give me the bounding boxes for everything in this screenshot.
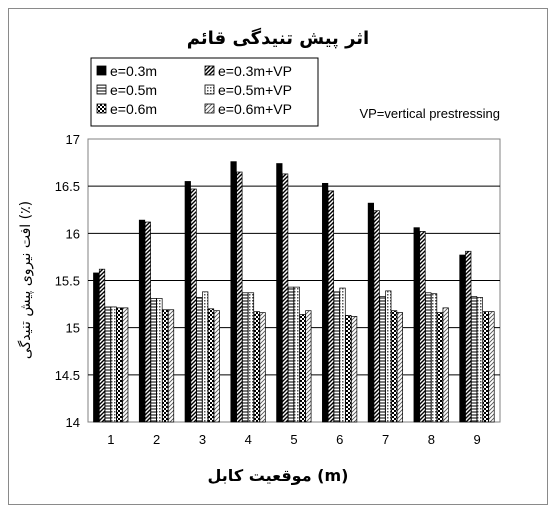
y-axis-ticks: 14 14.5 15 15.5 16 16.5 17 — [55, 132, 80, 430]
legend-label: e=0.5m+VP — [218, 82, 292, 98]
bar-e=0.6m-5 — [299, 314, 306, 423]
bar-e=0.5m+VP-3 — [202, 291, 209, 423]
bar-e=0.5m-5 — [287, 286, 295, 423]
bar-e=0.5m-3 — [196, 297, 203, 423]
bar-e=0.5m+VP-8 — [430, 293, 438, 423]
y-tick-label: 15 — [66, 321, 80, 336]
bar-e=0.3m-8 — [413, 227, 420, 423]
bar-e=0.5m+VP-5 — [293, 286, 300, 423]
legend-label: e=0.6m — [110, 101, 157, 117]
bar-e=0.6m-6 — [345, 315, 352, 423]
bar-e=0.6m+VP-2 — [167, 309, 175, 423]
bar-e=0.6m+VP-9 — [488, 311, 495, 423]
bar-e=0.5m-1 — [104, 306, 111, 423]
bar-e=0.3m+VP-2 — [144, 221, 151, 423]
bar-e=0.6m-9 — [482, 311, 489, 423]
bar-e=0.6m-4 — [253, 311, 260, 423]
bar-e=0.6m+VP-7 — [396, 312, 404, 423]
x-tick-label: 2 — [153, 432, 160, 447]
bar-e=0.3m+VP-4 — [236, 171, 243, 423]
x-tick-label: 3 — [199, 432, 206, 447]
x-tick-label: 5 — [290, 432, 297, 447]
y-tick-label: 14 — [66, 415, 80, 430]
y-tick-label: 16 — [66, 226, 80, 241]
legend-label: e=0.5m — [110, 82, 157, 98]
bar-e=0.3m-5 — [276, 163, 283, 423]
x-tick-label: 1 — [107, 432, 114, 447]
bar-e=0.5m+VP-1 — [110, 306, 117, 423]
x-axis-label: موقعیت کابل (m) — [208, 466, 349, 485]
bar-e=0.6m-3 — [207, 308, 215, 423]
legend-swatch — [96, 84, 107, 95]
bar-e=0.3m+VP-6 — [327, 190, 335, 423]
bars — [93, 161, 495, 423]
bar-e=0.6m-1 — [116, 307, 123, 423]
bar-e=0.5m+VP-7 — [385, 290, 392, 423]
bar-e=0.5m+VP-9 — [476, 297, 483, 423]
bar-e=0.3m+VP-5 — [282, 173, 289, 423]
y-tick-label: 15.5 — [55, 274, 80, 289]
bar-e=0.3m-2 — [138, 219, 146, 423]
bar-e=0.5m+VP-4 — [247, 292, 255, 423]
legend-swatch — [204, 103, 215, 114]
y-tick-label: 14.5 — [55, 368, 80, 383]
bar-e=0.5m-8 — [425, 292, 432, 423]
bar-e=0.3m-1 — [93, 272, 100, 423]
bar-e=0.6m-7 — [391, 310, 398, 423]
legend-box — [90, 57, 319, 127]
bar-e=0.3m-9 — [459, 254, 466, 423]
bar-e=0.3m-6 — [322, 182, 329, 423]
y-tick-label: 16.5 — [55, 179, 80, 194]
bar-e=0.3m+VP-7 — [373, 210, 380, 423]
x-tick-label: 8 — [428, 432, 435, 447]
bar-e=0.6m-8 — [436, 312, 443, 423]
bar-e=0.3m-3 — [184, 181, 191, 423]
bar-e=0.5m-4 — [242, 292, 249, 423]
x-tick-label: 9 — [473, 432, 480, 447]
bar-e=0.3m-4 — [230, 161, 237, 423]
x-tick-label: 7 — [382, 432, 389, 447]
bar-e=0.6m+VP-3 — [213, 310, 220, 423]
bar-e=0.6m-2 — [162, 309, 169, 423]
bar-e=0.3m+VP-8 — [419, 231, 426, 423]
bar-e=0.6m+VP-1 — [122, 307, 129, 423]
bar-e=0.5m-6 — [333, 291, 340, 423]
x-tick-label: 4 — [245, 432, 252, 447]
bar-e=0.6m+VP-8 — [442, 307, 449, 423]
legend: e=0.3m e=0.3m+VP e=0.5m e=0.5m+VP e=0.6m e=0.… — [90, 57, 319, 127]
x-tick-label: 6 — [336, 432, 343, 447]
y-tick-label: 17 — [66, 132, 80, 147]
bar-e=0.5m-9 — [470, 296, 478, 423]
bar-e=0.6m+VP-5 — [305, 310, 312, 423]
bar-e=0.5m-7 — [379, 296, 386, 423]
legend-label: e=0.3m — [110, 63, 157, 79]
bar-e=0.3m-7 — [367, 202, 375, 423]
legend-swatch — [96, 65, 107, 76]
chart-title: اثر پیش تنیدگی قائم — [187, 27, 369, 49]
legend-swatch — [204, 65, 215, 76]
annotation-vp: VP=vertical prestressing — [359, 106, 500, 121]
bar-e=0.6m+VP-6 — [351, 315, 358, 423]
bar-e=0.3m+VP-9 — [465, 250, 472, 423]
bar-e=0.5m+VP-6 — [339, 287, 346, 423]
bar-e=0.5m+VP-2 — [156, 298, 163, 423]
legend-swatch — [204, 84, 215, 95]
bar-e=0.3m+VP-3 — [190, 188, 197, 423]
legend-swatch — [96, 103, 107, 114]
bar-e=0.3m+VP-1 — [98, 268, 106, 423]
legend-label: e=0.3m+VP — [218, 63, 292, 79]
y-axis-label: افت نیروی پیش تنیدگی (٪) — [17, 201, 34, 359]
bar-e=0.5m-2 — [150, 298, 157, 423]
bar-e=0.6m+VP-4 — [259, 312, 266, 423]
legend-label: e=0.6m+VP — [218, 101, 292, 117]
x-axis-ticks: 1 2 3 4 5 6 7 8 9 — [107, 432, 480, 447]
